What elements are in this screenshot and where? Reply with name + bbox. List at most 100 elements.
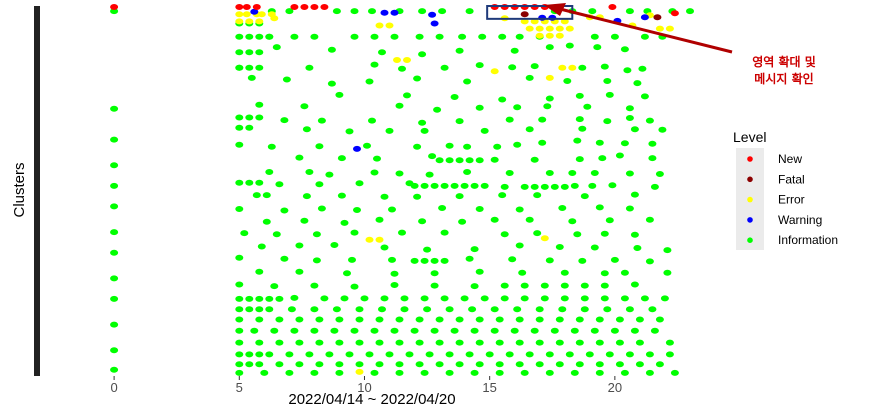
point-error-20 <box>555 25 564 32</box>
point-information-189 <box>480 182 489 189</box>
point-information-157 <box>530 156 539 163</box>
point-information-318 <box>660 295 669 302</box>
point-information-336 <box>580 306 589 313</box>
point-information-236 <box>350 229 359 236</box>
point-information-456 <box>310 369 319 376</box>
point-information-448 <box>575 361 584 368</box>
point-information-111 <box>280 117 289 124</box>
point-information-428 <box>645 351 654 358</box>
point-information-211 <box>235 206 244 212</box>
point-new-12 <box>530 4 539 10</box>
point-information-235 <box>312 231 321 238</box>
point-information-446 <box>535 361 544 368</box>
point-information-143 <box>573 137 582 144</box>
point-information-334 <box>535 306 544 313</box>
point-information-374 <box>470 327 479 334</box>
point-information-0 <box>110 8 119 15</box>
point-information-401 <box>575 339 584 346</box>
point-information-18 <box>110 203 119 210</box>
point-information-271 <box>295 268 304 275</box>
point-information-244 <box>257 243 266 250</box>
point-information-430 <box>235 361 244 368</box>
point-information-149 <box>373 155 381 162</box>
point-information-257 <box>312 257 321 264</box>
point-information-440 <box>415 361 424 368</box>
point-information-168 <box>463 169 472 175</box>
point-information-450 <box>615 361 624 368</box>
point-information-177 <box>255 179 264 186</box>
point-information-305 <box>400 295 409 302</box>
point-information-341 <box>255 316 264 323</box>
point-information-300 <box>290 294 299 301</box>
point-information-420 <box>485 351 494 358</box>
point-information-444 <box>495 361 504 368</box>
point-information-363 <box>250 327 259 334</box>
point-information-201 <box>262 192 271 199</box>
point-error-9 <box>375 22 384 29</box>
point-information-380 <box>590 327 599 334</box>
point-information-150 <box>428 153 437 160</box>
point-error-22 <box>535 32 544 39</box>
point-information-289 <box>520 282 529 289</box>
point-information-339 <box>648 306 657 313</box>
point-information-56 <box>610 33 619 40</box>
point-error-0 <box>235 11 244 18</box>
point-information-280 <box>663 269 672 276</box>
point-information-407 <box>245 351 254 358</box>
point-information-145 <box>620 140 629 147</box>
point-information-274 <box>430 270 439 277</box>
point-information-167 <box>425 171 434 178</box>
point-information-288 <box>500 282 509 289</box>
point-error-33 <box>558 64 567 71</box>
point-new-5 <box>300 4 309 10</box>
point-error-32 <box>403 57 411 63</box>
point-new-14 <box>608 4 617 10</box>
point-information-406 <box>235 351 244 358</box>
point-information-165 <box>370 169 379 176</box>
point-information-326 <box>355 306 364 313</box>
point-error-12 <box>520 18 529 25</box>
point-information-465 <box>545 369 554 376</box>
point-error-16 <box>560 18 569 25</box>
point-information-387 <box>295 339 304 346</box>
point-information-388 <box>315 339 324 346</box>
point-information-126 <box>385 127 394 134</box>
point-information-96 <box>575 92 584 99</box>
point-information-221 <box>625 205 634 212</box>
point-information-171 <box>568 170 577 176</box>
point-information-411 <box>305 351 314 358</box>
point-error-38 <box>375 236 384 243</box>
point-information-152 <box>445 157 454 164</box>
point-information-429 <box>665 351 674 358</box>
point-information-128 <box>480 127 489 134</box>
point-information-97 <box>605 91 614 98</box>
point-information-352 <box>475 316 484 323</box>
point-information-372 <box>430 327 439 334</box>
point-information-29 <box>350 8 359 15</box>
point-information-267 <box>578 257 587 264</box>
point-error-35 <box>490 68 499 75</box>
point-warning-4 <box>430 20 439 27</box>
point-information-222 <box>262 218 271 225</box>
point-information-37 <box>588 8 597 15</box>
point-information-132 <box>658 126 667 133</box>
point-information-113 <box>368 117 376 124</box>
point-information-219 <box>558 205 567 211</box>
point-information-217 <box>475 206 484 212</box>
point-information-65 <box>545 44 554 51</box>
point-information-463 <box>495 369 504 376</box>
point-information-449 <box>595 361 604 368</box>
point-information-263 <box>440 257 449 264</box>
point-information-82 <box>282 76 291 83</box>
point-information-192 <box>530 183 539 190</box>
point-information-151 <box>435 157 444 164</box>
point-information-174 <box>655 171 664 177</box>
point-information-232 <box>645 216 654 223</box>
point-information-320 <box>245 306 254 313</box>
point-information-316 <box>620 295 629 302</box>
point-information-75 <box>508 64 517 71</box>
point-information-66 <box>565 42 574 49</box>
point-information-254 <box>663 247 672 254</box>
point-information-349 <box>415 316 424 323</box>
point-information-419 <box>465 351 474 358</box>
